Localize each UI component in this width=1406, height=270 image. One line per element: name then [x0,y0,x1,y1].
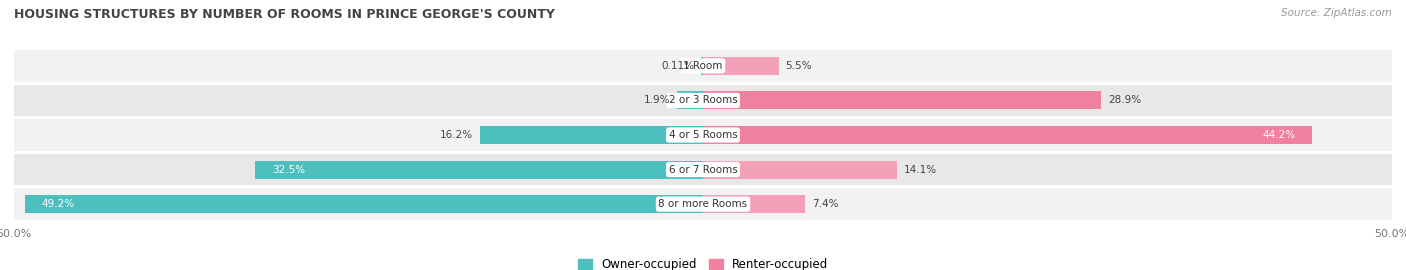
Bar [479,126,703,144]
Bar [25,195,703,213]
Text: 2 or 3 Rooms: 2 or 3 Rooms [669,95,737,106]
Bar [14,50,1392,82]
Text: 1 Room: 1 Room [683,61,723,71]
Bar [14,154,1392,185]
Text: 16.2%: 16.2% [440,130,472,140]
Legend: Owner-occupied, Renter-occupied: Owner-occupied, Renter-occupied [572,254,834,270]
Text: 0.11%: 0.11% [662,61,695,71]
Bar [703,57,779,75]
Text: 32.5%: 32.5% [271,164,305,175]
Text: 8 or more Rooms: 8 or more Rooms [658,199,748,209]
Text: 14.1%: 14.1% [904,164,938,175]
Text: 49.2%: 49.2% [42,199,75,209]
Bar [254,161,703,178]
Text: 4 or 5 Rooms: 4 or 5 Rooms [669,130,737,140]
Text: 5.5%: 5.5% [786,61,813,71]
Text: 28.9%: 28.9% [1108,95,1142,106]
Bar [703,126,1312,144]
Text: 1.9%: 1.9% [644,95,669,106]
Bar [702,57,703,75]
Text: 6 or 7 Rooms: 6 or 7 Rooms [669,164,737,175]
Text: 7.4%: 7.4% [811,199,838,209]
Bar [14,119,1392,151]
Text: HOUSING STRUCTURES BY NUMBER OF ROOMS IN PRINCE GEORGE'S COUNTY: HOUSING STRUCTURES BY NUMBER OF ROOMS IN… [14,8,555,21]
Bar [703,92,1101,109]
Bar [14,188,1392,220]
Bar [703,161,897,178]
Text: 44.2%: 44.2% [1263,130,1295,140]
Text: Source: ZipAtlas.com: Source: ZipAtlas.com [1281,8,1392,18]
Bar [703,195,806,213]
Bar [14,85,1392,116]
Bar [676,92,703,109]
